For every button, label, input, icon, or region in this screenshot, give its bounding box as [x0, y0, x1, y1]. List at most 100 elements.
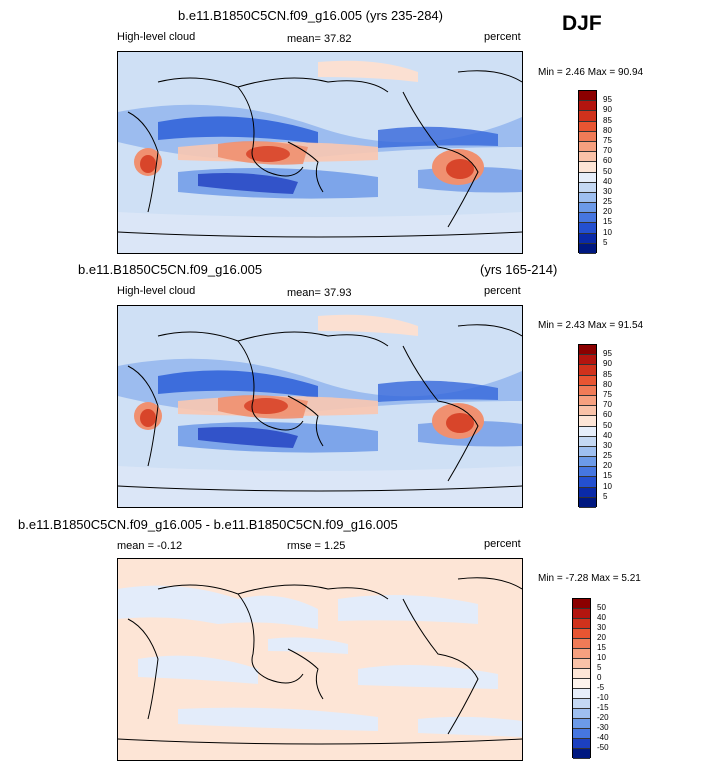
panel1-colorbar-swatch [579, 213, 596, 224]
panel1-colorbar-label: 40 [603, 176, 612, 186]
panel1-colorbar-swatch [579, 121, 596, 132]
panel1-colorbar-label: 95 [603, 95, 612, 105]
panel1-colorbar-swatch [579, 111, 596, 122]
panel3-colorbar-label: -10 [597, 693, 609, 702]
panel3-colorbar-swatches [572, 598, 591, 759]
panel2-colorbar-swatch [579, 497, 596, 508]
panel3-colorbar-label: 20 [597, 633, 606, 642]
panel2-colorbar-swatch [579, 457, 596, 468]
panel2-colorbar-label: 85 [603, 369, 612, 379]
panel1-colorbar-swatch [579, 192, 596, 204]
panel3-colorbar-swatch [573, 729, 590, 739]
panel3-map [117, 558, 523, 761]
panel1-colorbar-swatch [579, 203, 596, 214]
panel2-colorbar-swatch [579, 406, 596, 417]
panel3-title: b.e11.B1850C5CN.f09_g16.005 - b.e11.B185… [18, 517, 398, 532]
panel2-colorbar-swatch [579, 467, 596, 478]
panel2-colorbar-label: 75 [603, 389, 612, 399]
panel2-mean: mean= 37.93 [287, 287, 352, 299]
panel1-colorbar-label: 25 [603, 197, 612, 207]
panel1-colorbar-swatch [579, 152, 596, 163]
panel3-colorbar-swatch [573, 739, 590, 749]
panel1-colorbar-label: 80 [603, 125, 612, 135]
panel3-colorbar-swatch [573, 749, 590, 759]
panel2-colorbar-label: 30 [603, 440, 612, 450]
panel1-colorbar-label: 85 [603, 115, 612, 125]
panel3-minmax: Min = -7.28 Max = 5.21 [538, 573, 641, 584]
panel3-map-svg [118, 559, 522, 760]
panel2-colorbar-swatch [579, 436, 596, 447]
panel1-colorbar-label: 5 [603, 237, 608, 247]
panel2-colorbar-swatch [579, 416, 596, 427]
panel3-colorbar-label: -40 [597, 733, 609, 742]
panel3-colorbar-swatch [573, 599, 590, 609]
panel2-colorbar-label: 80 [603, 379, 612, 389]
panel3-colorbar-label: 40 [597, 613, 606, 622]
panel2-colorbar-swatch [579, 446, 596, 458]
panel3-units: percent [484, 538, 521, 550]
panel1-colorbar-label: 75 [603, 135, 612, 145]
panel2-colorbar-swatch [579, 355, 596, 366]
panel3-colorbar-label: 15 [597, 643, 606, 652]
panel1-colorbar-label: 10 [603, 227, 612, 237]
panel1-colorbar-label: 15 [603, 217, 612, 227]
panel3-colorbar-label: 0 [597, 673, 602, 682]
panel3-colorbar-label: -30 [597, 723, 609, 732]
panel3-colorbar-label: 30 [597, 623, 606, 632]
panel2-variable-label: High-level cloud [117, 285, 196, 297]
panel2-colorbar-swatches [578, 344, 597, 508]
panel3-mean: mean = -0.12 [117, 540, 183, 552]
panel3-colorbar-swatch [573, 679, 590, 689]
panel1-colorbar-swatch [579, 243, 596, 254]
panel3-colorbar-swatch [573, 689, 590, 699]
panel3-colorbar-swatch [573, 659, 590, 669]
panel2-colorbar-swatch [579, 345, 596, 356]
panel2-colorbar-label: 90 [603, 359, 612, 369]
panel1-map-svg [118, 52, 522, 253]
panel2-title: b.e11.B1850C5CN.f09_g16.005 [78, 262, 263, 277]
panel2-map [117, 305, 523, 508]
panel2-colorbar-label: 40 [603, 430, 612, 440]
panel3-colorbar-label: 10 [597, 653, 606, 662]
panel2-colorbar-swatch [579, 375, 596, 386]
panel2-colorbar-swatch [579, 385, 596, 396]
panel1-map [117, 51, 523, 254]
panel3-colorbar-swatch [573, 639, 590, 649]
panel1-colorbar-swatch [579, 162, 596, 173]
panel2-colorbar-label: 15 [603, 471, 612, 481]
panel3-colorbar-label: -5 [597, 683, 605, 692]
panel1-title: b.e11.B1850C5CN.f09_g16.005 (yrs 235-284… [178, 8, 443, 23]
panel2-minmax: Min = 2.43 Max = 91.54 [538, 320, 644, 331]
panel3-colorbar-swatch [573, 649, 590, 659]
panel3-colorbar-label: -20 [597, 713, 609, 722]
panel2-colorbar-label: 70 [603, 400, 612, 410]
panel2-colorbar-label: 95 [603, 349, 612, 359]
panel1-units: percent [484, 31, 521, 43]
panel3-colorbar-swatch [573, 619, 590, 629]
panel1-colorbar-swatch [579, 91, 596, 102]
panel2-colorbar-swatch [579, 395, 596, 407]
panel3-colorbar-label: -15 [597, 703, 609, 712]
panel3-colorbar-label: -50 [597, 743, 609, 752]
panel2-years: (yrs 165-214) [480, 262, 558, 277]
panel1-mean: mean= 37.82 [287, 33, 352, 45]
season-label: DJF [562, 12, 602, 35]
panel1-colorbar-label: 70 [603, 146, 612, 156]
panel1-colorbar-swatch [579, 141, 596, 153]
panel1-colorbar-label: 90 [603, 105, 612, 115]
panel1-minmax: Min = 2.46 Max = 90.94 [538, 67, 644, 78]
panel3-rmse: rmse = 1.25 [287, 540, 346, 552]
panel2-colorbar-swatch [579, 477, 596, 488]
panel2-colorbar-label: 25 [603, 451, 612, 461]
panel3-colorbar-label: 50 [597, 603, 606, 612]
panel3-colorbar-swatch [573, 669, 590, 679]
panel1-colorbar-label: 30 [603, 186, 612, 196]
panel2-colorbar-swatch [579, 365, 596, 376]
panel1-colorbar-swatch [579, 101, 596, 112]
panel1-colorbar-swatch [579, 223, 596, 234]
panel3-colorbar-swatch [573, 699, 590, 709]
panel2-colorbar-label: 50 [603, 420, 612, 430]
panel3-colorbar-swatch [573, 629, 590, 639]
panel1-colorbar-swatch [579, 233, 596, 244]
panel1-colorbar-label: 60 [603, 156, 612, 166]
